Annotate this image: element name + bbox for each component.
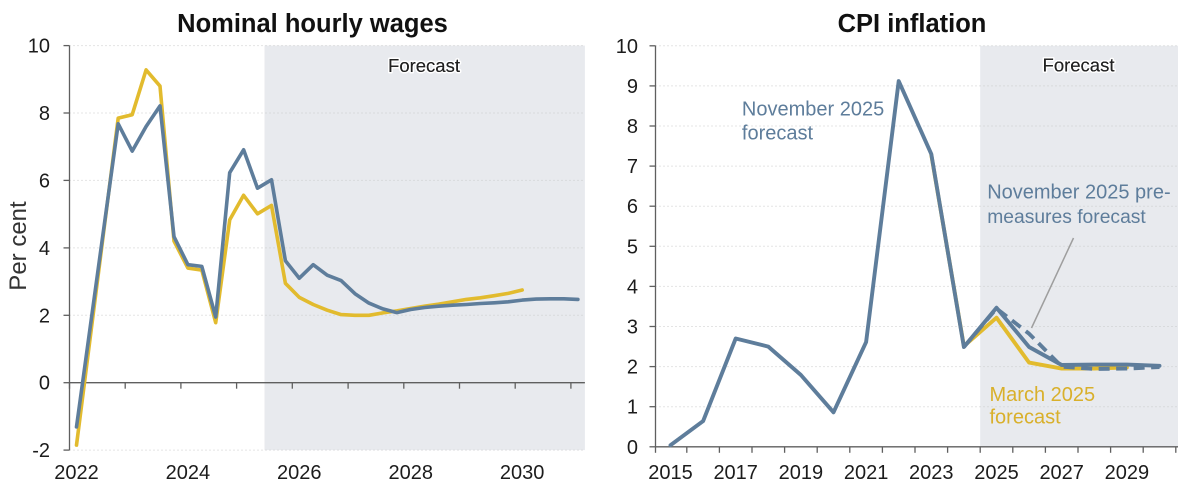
svg-text:4: 4	[39, 238, 50, 260]
svg-text:forecast: forecast	[742, 122, 814, 144]
svg-text:0: 0	[627, 437, 638, 459]
svg-text:2026: 2026	[277, 462, 322, 484]
svg-text:8: 8	[39, 103, 50, 125]
svg-text:2025: 2025	[974, 462, 1019, 484]
svg-text:November 2025: November 2025	[742, 98, 884, 120]
svg-text:measures forecast: measures forecast	[987, 207, 1146, 228]
svg-text:2027: 2027	[1039, 462, 1084, 484]
svg-text:2: 2	[627, 357, 638, 379]
svg-text:Forecast: Forecast	[388, 55, 460, 76]
svg-text:6: 6	[627, 196, 638, 218]
svg-text:5: 5	[627, 236, 638, 258]
svg-text:0: 0	[39, 373, 50, 395]
svg-text:2030: 2030	[500, 462, 545, 484]
svg-text:Forecast: Forecast	[1043, 55, 1115, 76]
svg-text:forecast: forecast	[990, 406, 1062, 428]
svg-text:1: 1	[627, 397, 638, 419]
svg-text:2019: 2019	[779, 462, 824, 484]
svg-text:2028: 2028	[388, 462, 433, 484]
svg-text:Nominal hourly wages: Nominal hourly wages	[177, 10, 448, 38]
svg-text:4: 4	[627, 276, 638, 298]
svg-text:-2: -2	[32, 440, 50, 462]
svg-text:2023: 2023	[909, 462, 954, 484]
svg-text:Per cent: Per cent	[5, 201, 32, 291]
svg-text:7: 7	[627, 156, 638, 178]
svg-text:2029: 2029	[1105, 462, 1150, 484]
svg-text:9: 9	[627, 76, 638, 98]
svg-text:Forecast: Forecast	[388, 55, 460, 76]
svg-text:10: 10	[28, 36, 50, 58]
svg-text:November 2025 pre-: November 2025 pre-	[987, 181, 1170, 203]
svg-text:2024: 2024	[166, 462, 211, 484]
svg-text:8: 8	[627, 116, 638, 138]
svg-text:2015: 2015	[648, 462, 693, 484]
svg-text:CPI inflation: CPI inflation	[838, 10, 987, 38]
svg-text:6: 6	[39, 170, 50, 192]
svg-text:2021: 2021	[844, 462, 889, 484]
svg-text:2022: 2022	[54, 462, 99, 484]
svg-text:2017: 2017	[713, 462, 758, 484]
svg-text:3: 3	[627, 317, 638, 339]
svg-text:2: 2	[39, 305, 50, 327]
svg-text:10: 10	[616, 36, 638, 58]
svg-text:Forecast: Forecast	[1043, 55, 1115, 76]
svg-text:March 2025: March 2025	[990, 384, 1096, 406]
